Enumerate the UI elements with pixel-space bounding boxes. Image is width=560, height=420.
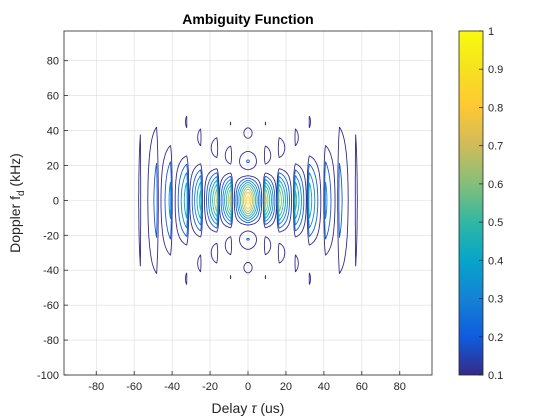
x-axis-ticks: -80 -60 -40 -20 0 20 40 60 80 xyxy=(88,371,406,393)
x-tick-label: 0 xyxy=(245,381,251,393)
colorbar-tick-label: 0.7 xyxy=(488,141,503,153)
contour-level-0-1 xyxy=(138,115,358,285)
y-tick-label: -60 xyxy=(43,300,59,312)
y-axis-label: Doppler fd (kHz) xyxy=(7,153,27,253)
x-tick-label: 20 xyxy=(280,381,292,393)
colorbar-tick-label: 0.4 xyxy=(488,255,503,267)
x-tick-label: 40 xyxy=(318,381,330,393)
contour-level-0-8 xyxy=(244,191,252,209)
colorbar xyxy=(458,30,484,376)
x-tick-label: 60 xyxy=(356,381,368,393)
y-tick-label: 0 xyxy=(53,195,59,207)
x-tick-label: -20 xyxy=(202,381,218,393)
contour-level-0-3 xyxy=(168,172,328,229)
y-tick-label: 40 xyxy=(47,126,59,138)
x-tick-label: 80 xyxy=(394,381,406,393)
y-tick-label: 80 xyxy=(47,56,59,68)
grid-lines xyxy=(64,31,432,376)
contour-plot xyxy=(138,115,358,285)
colorbar-tick-label: 0.1 xyxy=(488,370,503,382)
contour-level-0-9 xyxy=(246,196,250,205)
y-tick-label: -20 xyxy=(43,230,59,242)
y-axis-ticks: -100 -80 -60 -40 -20 0 20 40 60 80 xyxy=(37,56,68,382)
contour-level-0-7 xyxy=(216,189,280,212)
y-tick-label: -80 xyxy=(43,335,59,347)
colorbar-tick-label: 0.5 xyxy=(488,217,503,229)
colorbar-tick-label: 0.6 xyxy=(488,179,503,191)
colorbar-tick-label: 0.8 xyxy=(488,102,503,114)
colorbar-ticks: 0.1 0.2 0.3 0.4 0.5 0.6 0.7 0.8 0.9 1 xyxy=(479,26,503,382)
x-tick-label: -40 xyxy=(164,381,180,393)
y-tick-label: 60 xyxy=(47,91,59,103)
x-axis-label: Delay τ (us) xyxy=(212,400,285,416)
x-tick-label: -80 xyxy=(88,381,104,393)
colorbar-tick-label: 1 xyxy=(488,26,494,38)
y-tick-label: -40 xyxy=(43,265,59,277)
y-tick-label: -100 xyxy=(37,370,59,382)
colorbar-tick-label: 0.2 xyxy=(488,332,503,344)
colorbar-tick-label: 0.3 xyxy=(488,294,503,306)
chart-title: Ambiguity Function xyxy=(182,11,313,27)
x-tick-label: -60 xyxy=(126,381,142,393)
colorbar-tick-label: 0.9 xyxy=(488,64,503,76)
y-tick-label: 20 xyxy=(47,160,59,172)
